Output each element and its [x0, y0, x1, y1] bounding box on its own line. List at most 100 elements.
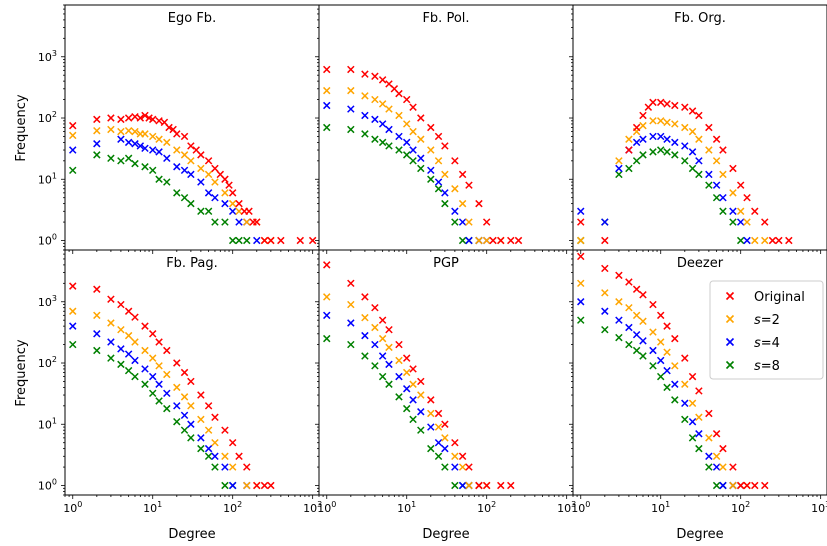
data-point	[427, 175, 435, 183]
data-point	[197, 207, 205, 216]
data-point	[243, 236, 251, 245]
data-point	[451, 207, 459, 216]
y-tick-label: 100	[38, 478, 57, 493]
data-point	[417, 114, 425, 122]
data-point	[141, 163, 149, 171]
data-point	[663, 348, 671, 356]
data-point	[253, 218, 261, 226]
legend-frame	[709, 280, 824, 380]
data-point	[663, 322, 671, 330]
data-point	[465, 463, 473, 471]
data-point	[434, 178, 443, 186]
series-layer	[577, 98, 793, 245]
data-point	[378, 316, 387, 324]
data-point	[204, 452, 213, 461]
data-point	[409, 365, 417, 373]
data-point	[228, 236, 237, 245]
y-axis-label-bottom: Frequency	[14, 339, 29, 406]
data-point	[625, 135, 633, 143]
data-point	[187, 170, 195, 179]
panel-2: Fb. Pol.	[315, 4, 574, 254]
data-point	[417, 135, 425, 143]
data-point	[385, 105, 393, 113]
data-point	[632, 330, 641, 339]
data-point	[427, 146, 435, 154]
data-point	[148, 330, 157, 338]
panels-layer: Ego Fb. 100 101 102 103 Fb. Pol. Fb. Org. Fb. P…	[38, 4, 827, 515]
data-point	[107, 114, 115, 122]
data-point	[427, 123, 435, 132]
data-point	[93, 330, 101, 338]
data-point	[347, 319, 355, 327]
data-point	[323, 311, 331, 320]
data-point	[187, 434, 195, 442]
data-point	[141, 111, 149, 120]
data-point	[736, 181, 745, 189]
data-point	[785, 236, 793, 245]
data-point	[434, 185, 443, 193]
y-tick-label: 103	[38, 49, 57, 64]
data-point	[601, 307, 609, 315]
data-point	[148, 132, 157, 141]
data-point	[639, 135, 647, 143]
data-point	[705, 170, 713, 179]
panel-title: Ego Fb.	[168, 11, 216, 26]
data-point	[385, 380, 393, 388]
data-point	[719, 481, 727, 490]
series-s=2	[577, 117, 769, 245]
data-point	[736, 218, 745, 226]
data-point	[663, 135, 671, 143]
data-point	[451, 463, 459, 471]
data-point	[107, 354, 115, 362]
data-point	[124, 350, 133, 358]
data-point	[155, 135, 163, 143]
data-point	[409, 380, 417, 388]
data-point	[124, 138, 133, 147]
panel-1: Ego Fb. 100 101 102 103	[38, 4, 320, 254]
x-axis-label-right: Degree	[676, 527, 723, 542]
data-point	[347, 65, 355, 74]
data-point	[671, 362, 679, 370]
data-point	[649, 132, 657, 141]
data-point	[117, 115, 125, 124]
data-point	[148, 354, 157, 362]
data-point	[729, 164, 737, 173]
data-point	[117, 157, 125, 165]
data-point	[197, 415, 205, 424]
data-point	[712, 430, 721, 438]
data-point	[671, 101, 679, 110]
data-point	[743, 193, 751, 202]
data-point	[705, 146, 713, 154]
x-tick-label: 103	[811, 500, 827, 515]
data-point	[719, 170, 727, 179]
data-point	[93, 126, 101, 135]
panel-title: PGP	[433, 256, 459, 271]
data-point	[402, 404, 411, 413]
data-point	[69, 322, 77, 330]
data-point	[671, 396, 679, 404]
data-point	[451, 218, 459, 226]
data-point	[719, 207, 727, 216]
data-point	[736, 207, 745, 216]
data-point	[751, 207, 759, 216]
data-point	[323, 65, 331, 74]
data-point	[141, 144, 149, 153]
series-s=8	[323, 334, 473, 490]
data-point	[639, 337, 647, 345]
data-point	[458, 199, 467, 208]
panel-title: Deezer	[677, 256, 724, 271]
data-point	[475, 199, 483, 208]
data-point	[141, 365, 149, 373]
x-tick-label: 101	[651, 500, 670, 515]
data-point	[615, 316, 623, 324]
data-point	[155, 380, 163, 388]
data-point	[155, 362, 163, 370]
data-point	[458, 481, 467, 490]
data-point	[347, 105, 355, 113]
data-point	[441, 434, 449, 442]
data-point	[107, 125, 115, 134]
data-point	[482, 218, 491, 226]
data-point	[131, 372, 139, 381]
data-point	[409, 415, 417, 424]
data-point	[649, 117, 657, 125]
